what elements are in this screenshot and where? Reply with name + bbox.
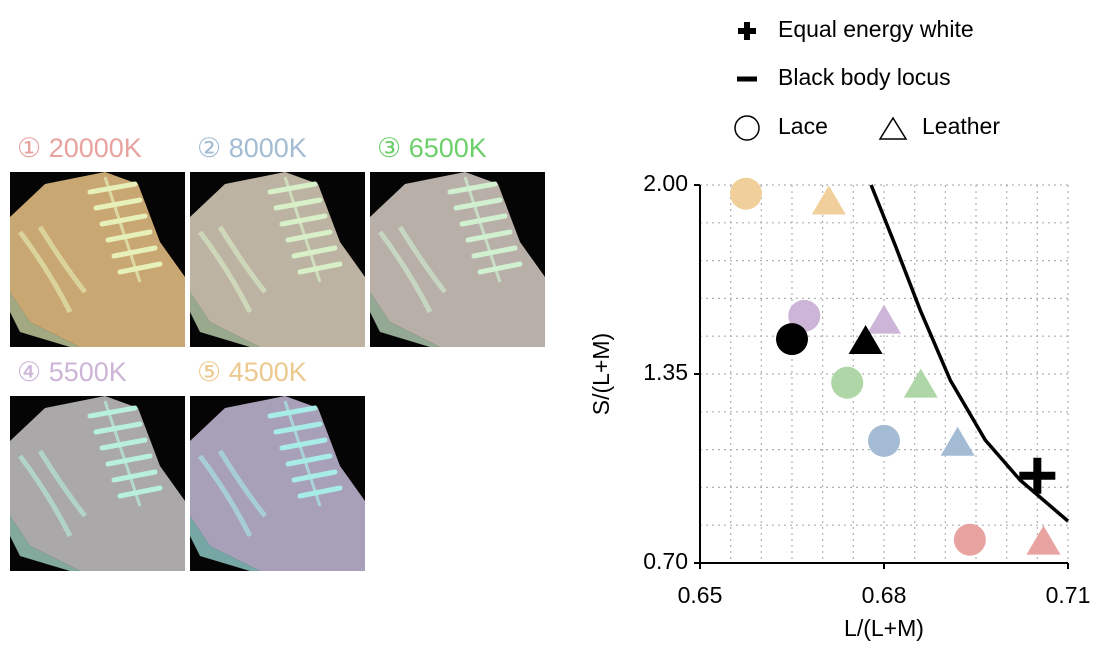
panel-label: ① 20000K (17, 133, 142, 163)
x-axis-title: L/(L+M) (844, 615, 924, 641)
shoe-toe (260, 516, 365, 571)
panel-label: ④ 5500K (17, 357, 127, 387)
legend-marker-circle (735, 116, 759, 140)
shoe-photo (190, 172, 365, 347)
legend-label: Lace (778, 113, 828, 139)
shoe-toe (80, 292, 185, 347)
y-tick-label: 2.00 (643, 170, 688, 196)
figure: ① 20000K ② 8000K ③ 6500K ④ 5500K ⑤ 4500K Equ… (0, 0, 1095, 645)
y-tick-label: 1.35 (643, 359, 688, 385)
shoe-toe (440, 292, 545, 347)
shoe-photo (10, 396, 185, 571)
panel-label: ② 8000K (197, 133, 307, 163)
y-axis-title: S/(L+M) (588, 333, 614, 415)
leather-point (904, 369, 938, 398)
plus-marker (1019, 458, 1055, 494)
legend-marker-triangle (880, 118, 906, 139)
lace-point (831, 367, 863, 399)
shoe-toe (80, 516, 185, 571)
lace-point (954, 524, 986, 556)
lace-point (730, 178, 762, 210)
x-tick-label: 0.68 (862, 582, 907, 608)
shoe-photo (370, 172, 545, 347)
leather-point (1026, 526, 1060, 555)
shoe-photo (190, 396, 365, 571)
legend: Equal energy white Black body locus Lace… (735, 16, 1000, 140)
plot: 0.65 0.68 0.71 0.70 1.35 2.00 (643, 170, 1090, 608)
legend-label: Black body locus (778, 64, 951, 90)
x-tick-label: 0.71 (1046, 582, 1091, 608)
panel-label: ③ 6500K (377, 133, 487, 163)
shoe-toe (260, 292, 365, 347)
lace-point (776, 323, 808, 355)
y-tick-label: 0.70 (643, 548, 688, 574)
lace-point (868, 425, 900, 457)
x-tick-label: 0.65 (678, 582, 723, 608)
leather-point (867, 305, 901, 334)
leather-point (812, 185, 846, 214)
panel-label: ⑤ 4500K (197, 357, 307, 387)
legend-label: Equal energy white (778, 16, 974, 42)
shoe-photo (10, 172, 185, 347)
image-panels: ① 20000K ② 8000K ③ 6500K ④ 5500K ⑤ 4500K (10, 133, 545, 571)
legend-marker-plus (738, 22, 756, 40)
legend-label: Leather (922, 113, 1000, 139)
